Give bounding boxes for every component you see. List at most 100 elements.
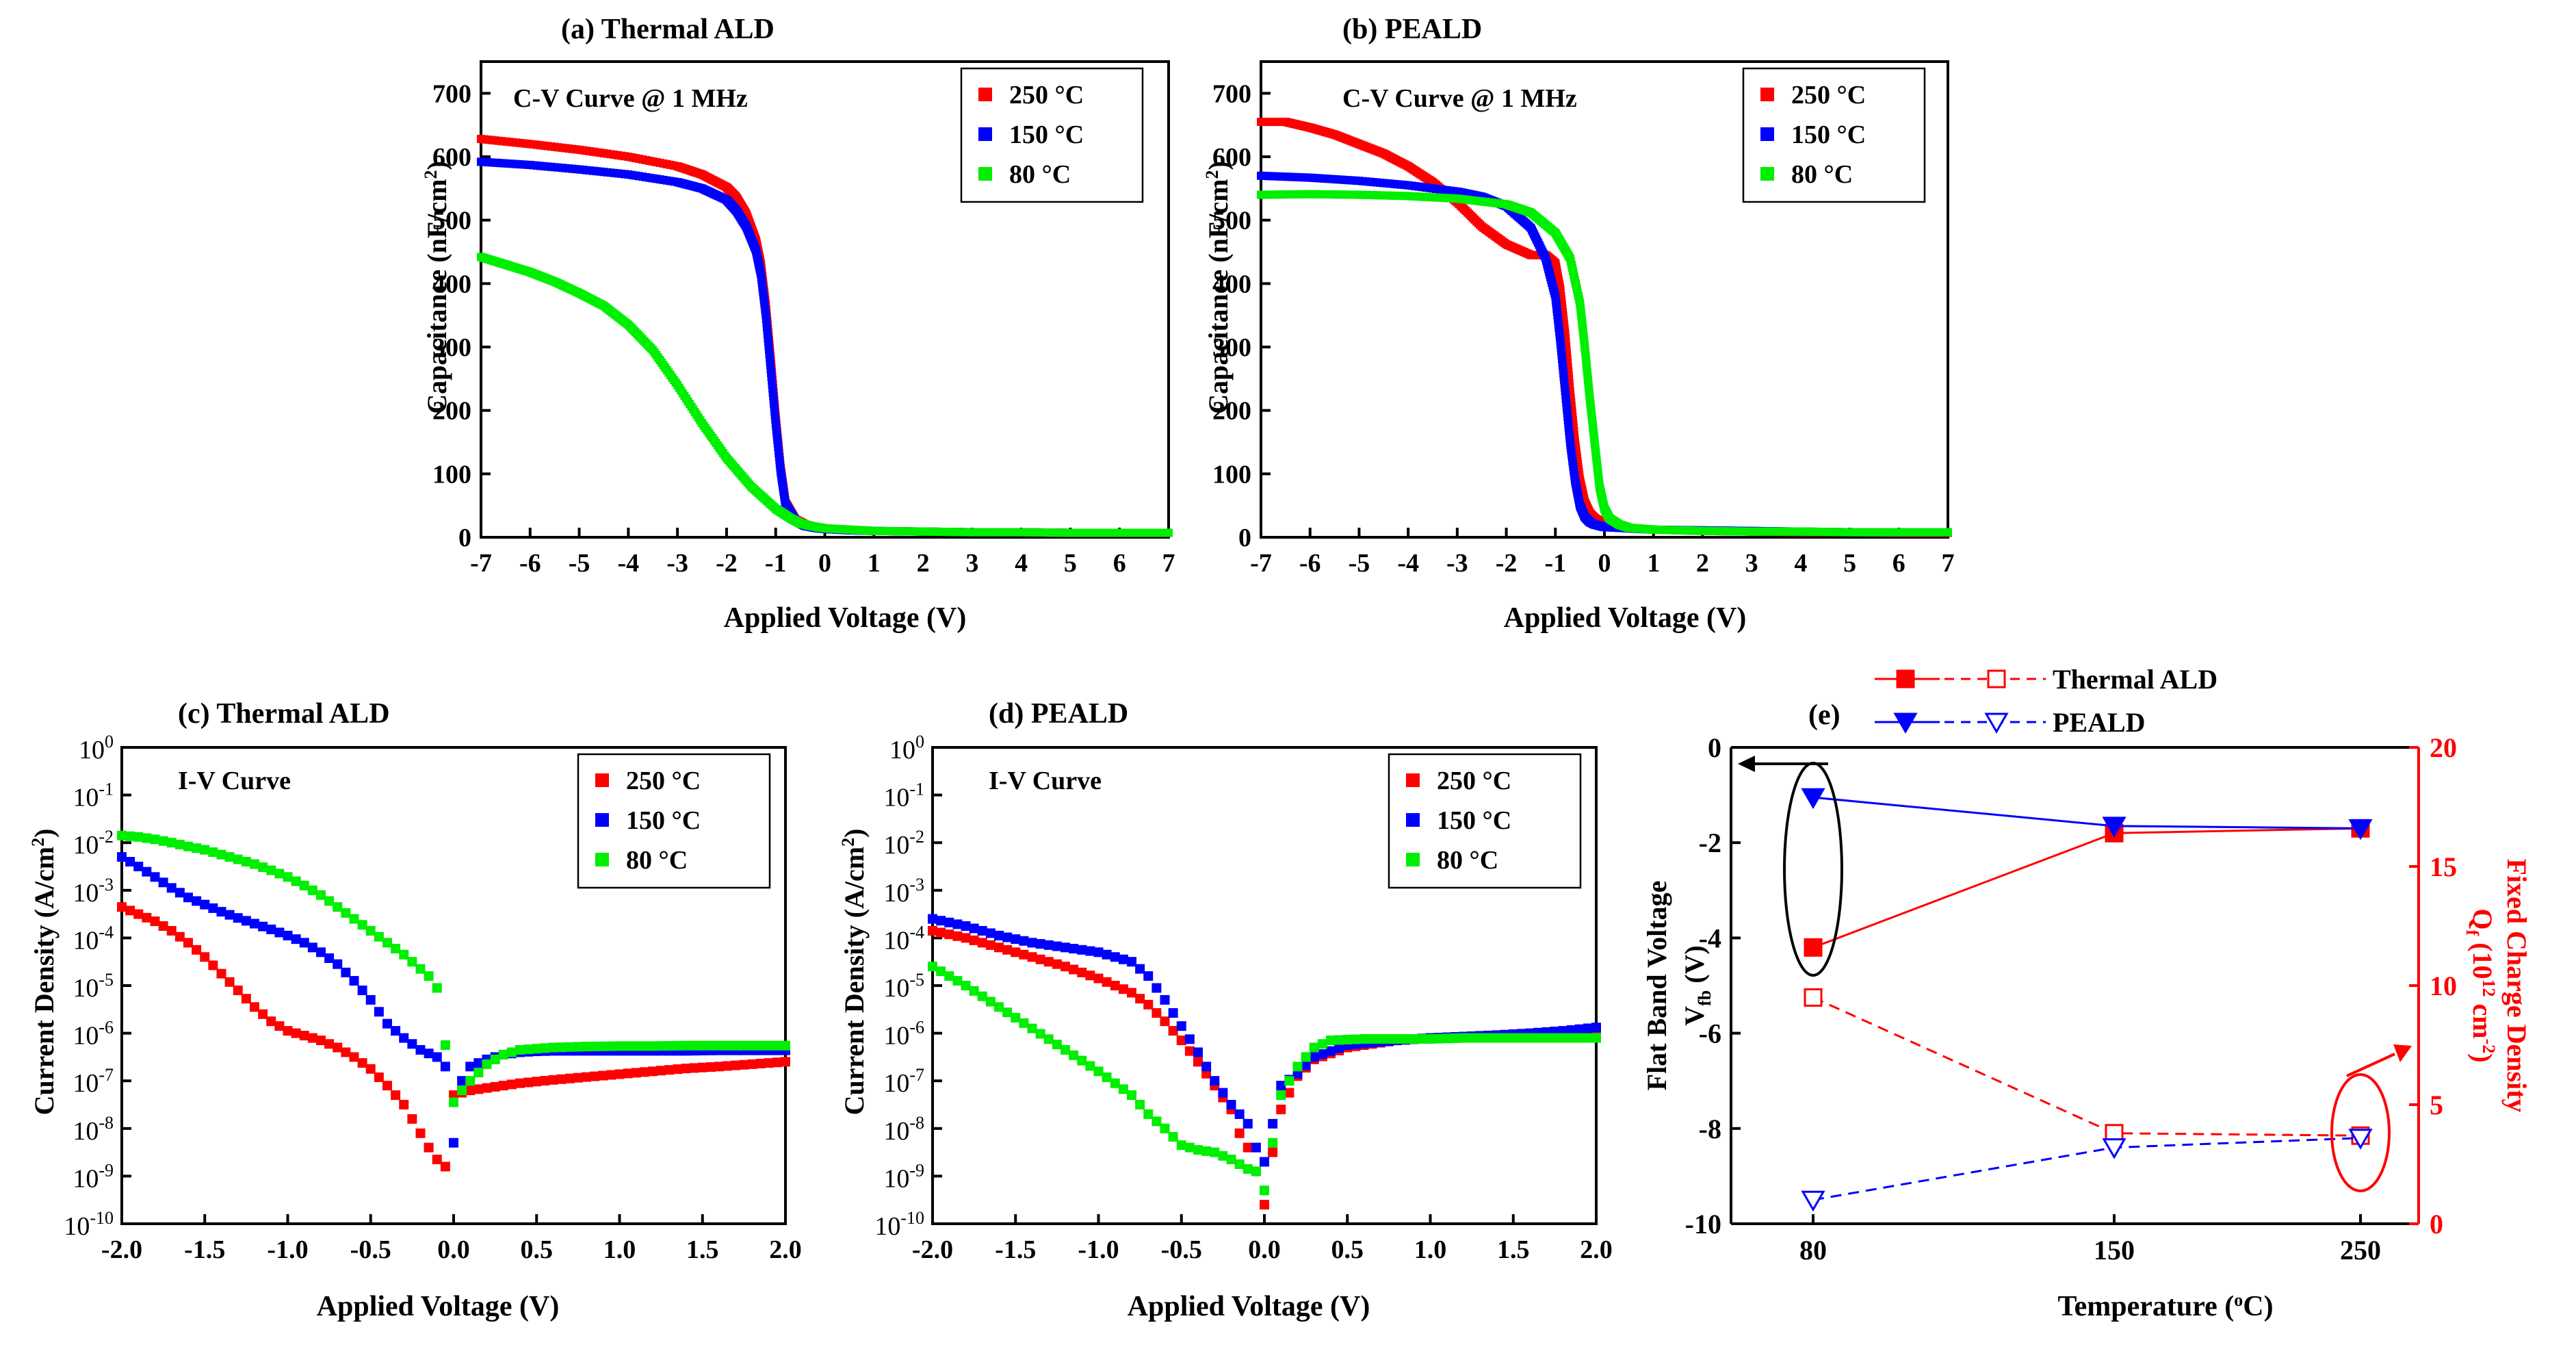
panel-c-ytick-label: 10-3 <box>73 875 114 908</box>
panel-a-ylabel-sup: 2 <box>421 170 441 179</box>
panel-d-plot-area: -2.0 -1.5 -1.0 -0.5 0.0 0.5 1.0 1.5 2.010-1010-9… <box>874 732 1612 1264</box>
data-point <box>1301 1060 1311 1070</box>
panel-b-cv-peald: (b) PEALD C-V Curve @ 1 MHz Applied Volt… <box>1202 14 1955 634</box>
data-point <box>324 896 335 906</box>
data-point <box>1168 1131 1178 1142</box>
data-point <box>705 1062 716 1072</box>
data-point <box>689 1040 699 1051</box>
data-point <box>1127 1090 1136 1101</box>
data-point <box>1027 938 1037 948</box>
panel-b-xtick-label: 3 <box>1745 549 1758 578</box>
data-point <box>224 910 235 920</box>
data-point <box>1043 957 1054 967</box>
data-point <box>1152 1008 1162 1018</box>
data-point <box>747 1059 757 1069</box>
data-point <box>1043 1034 1054 1044</box>
data-point <box>208 903 218 913</box>
data-point <box>333 902 343 912</box>
data-point <box>291 876 301 886</box>
panel-b-xtick-label: 7 <box>1942 549 1955 578</box>
panel-d-ytick-label: 10-1 <box>883 780 924 812</box>
data-point <box>1260 1185 1269 1196</box>
data-point <box>1525 1033 1535 1043</box>
panel-b-legend: 250 °C 150 °C 80 °C <box>1742 67 1926 203</box>
data-point <box>1160 994 1170 1005</box>
panel-e-ylabel-unit: (V) <box>1679 945 1710 990</box>
data-point <box>664 1065 675 1075</box>
panel-c-ytick-label: 10-2 <box>73 827 114 860</box>
panel-b-xtick-label: -6 <box>1299 549 1321 578</box>
data-point <box>961 933 971 943</box>
data-point <box>1804 938 1823 957</box>
data-point <box>1984 712 2009 734</box>
data-point <box>747 1040 757 1051</box>
data-point <box>606 1070 616 1080</box>
data-point <box>250 859 259 869</box>
data-point <box>515 1044 525 1055</box>
panel-e-y2label-sub: f <box>2462 930 2482 936</box>
data-point <box>714 1040 724 1051</box>
data-point <box>639 1041 649 1051</box>
data-point <box>142 912 152 923</box>
panel-e-ytick-label: -2 <box>1699 827 1721 858</box>
panel-d-ytick-label: 100 <box>889 732 924 765</box>
panel-c-annotation: I-V Curve <box>178 767 291 795</box>
data-point <box>333 1042 343 1053</box>
data-point <box>341 908 351 918</box>
ytick-base: 10 <box>73 1022 99 1051</box>
data-point <box>200 845 210 855</box>
series-line <box>1812 1137 2361 1201</box>
data-point <box>274 927 285 938</box>
data-point <box>142 833 152 843</box>
data-point <box>952 976 963 986</box>
data-point <box>1268 1118 1278 1129</box>
data-point <box>689 1063 699 1073</box>
panel-e-y2label-mid: (10 <box>2467 936 2498 979</box>
panel-a-xtick-label: -3 <box>666 549 688 578</box>
data-point <box>1011 947 1021 958</box>
data-point <box>614 1069 625 1079</box>
data-point <box>1035 1029 1045 1039</box>
data-point <box>349 914 359 924</box>
data-point <box>969 935 979 945</box>
data-point <box>200 899 210 910</box>
panel-b-xtick-label: -1 <box>1544 549 1566 578</box>
panel-d-xtick-label: -1.0 <box>1078 1235 1119 1264</box>
legend-label: 250 °C <box>1437 767 1511 795</box>
panel-d-ylabel: Current Density (A/cm2) <box>838 829 870 1116</box>
panel-c-ylabel-main: Current Density (A/cm <box>29 847 60 1116</box>
data-point <box>1118 954 1128 964</box>
ytick-base: 10 <box>883 1117 909 1146</box>
data-point <box>316 947 326 958</box>
data-point <box>928 962 937 972</box>
panel-c-legend-frame <box>577 753 771 889</box>
data-point <box>1475 1033 1485 1043</box>
data-point <box>457 1085 467 1096</box>
data-point <box>673 1040 683 1051</box>
data-point <box>928 925 937 936</box>
data-point <box>1944 528 1952 537</box>
data-point <box>697 1040 707 1051</box>
data-point <box>125 831 135 841</box>
ytick-base: 10 <box>73 974 99 1003</box>
data-point <box>1574 1024 1585 1034</box>
data-point <box>1276 1081 1286 1091</box>
data-point <box>1011 934 1021 945</box>
panel-e-y2label-sup2: -2 <box>2479 1039 2499 1054</box>
panel-d-xlabel: Applied Voltage (V) <box>1128 1291 1370 1322</box>
data-point <box>1276 1104 1286 1114</box>
panel-a-xlabel: Applied Voltage (V) <box>724 602 967 634</box>
panel-d-ytick-label: 10-7 <box>883 1065 924 1098</box>
panel-d-xtick-label: -2.0 <box>912 1235 953 1264</box>
data-point <box>224 977 235 987</box>
data-point <box>1143 1109 1154 1119</box>
panel-d-xtick-label: 1.0 <box>1414 1235 1447 1264</box>
data-point <box>1359 1033 1369 1044</box>
data-point <box>1317 1049 1327 1059</box>
data-point <box>1002 945 1013 955</box>
data-point <box>498 1049 508 1059</box>
data-point <box>1442 1033 1452 1044</box>
ytick-exponent: -1 <box>99 780 114 799</box>
data-point <box>1085 946 1095 956</box>
data-point <box>374 1007 384 1017</box>
